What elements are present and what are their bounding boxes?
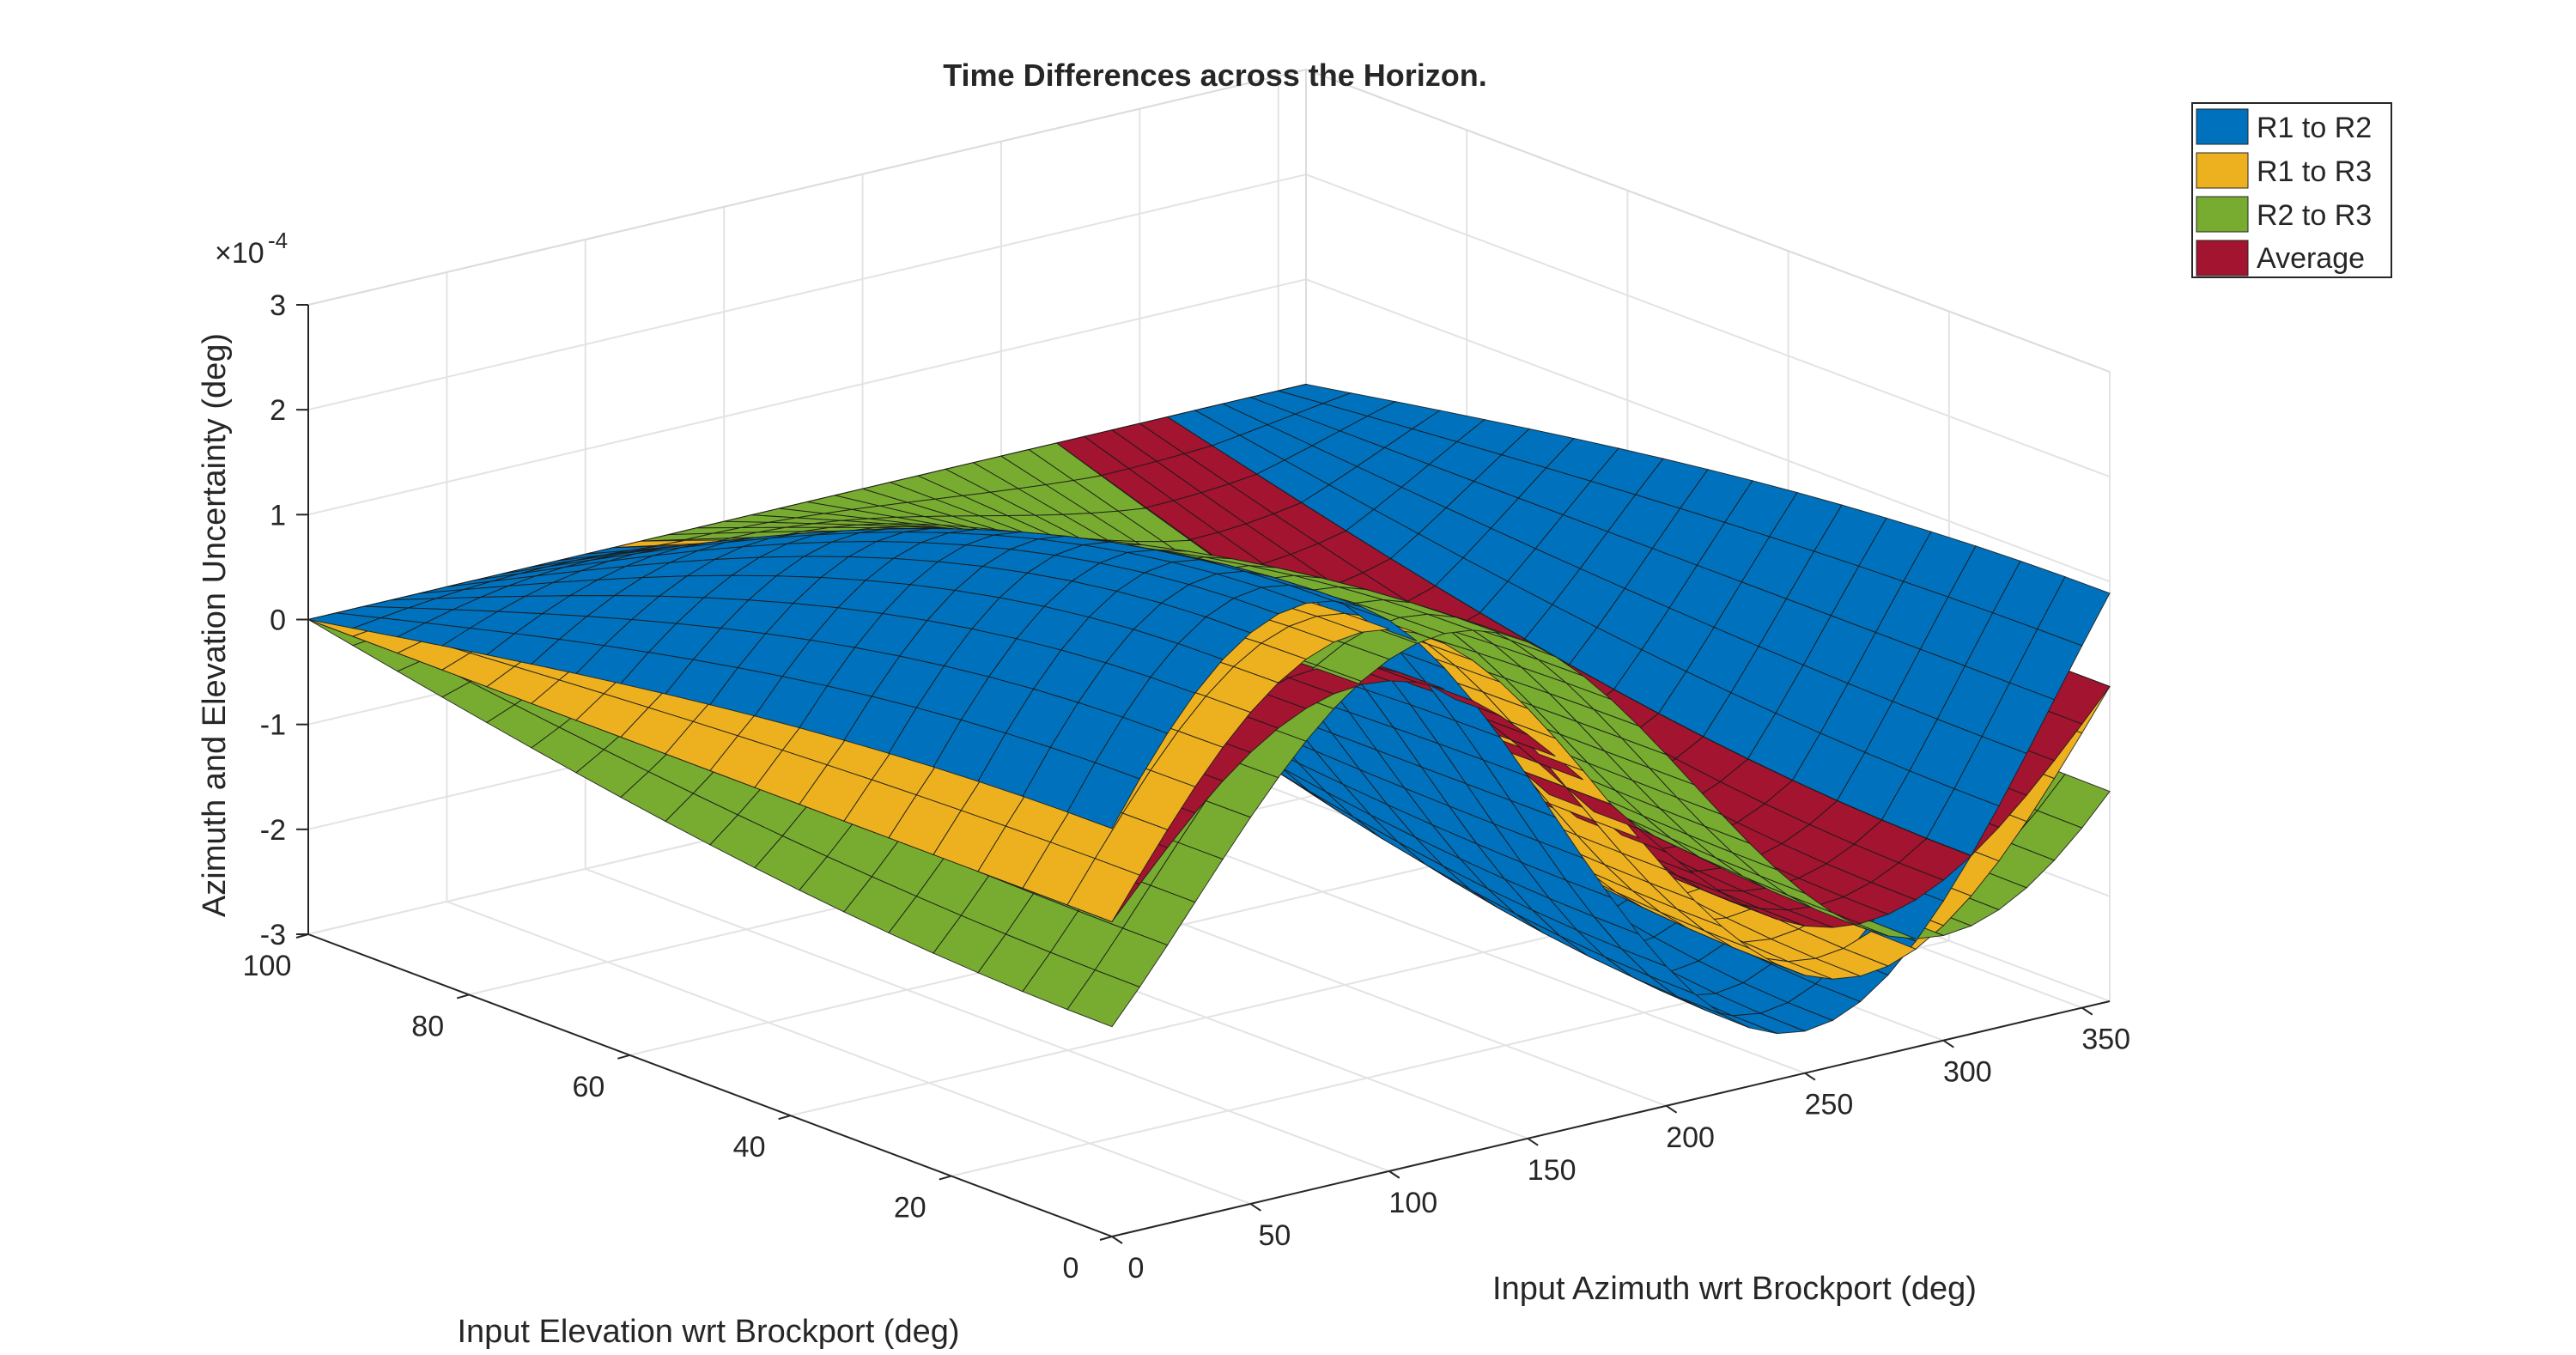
legend: R1 to R2 R1 to R3 R2 to R3 Average: [2191, 102, 2392, 278]
x-tick-label: 50: [1258, 1219, 1291, 1252]
x-tick-mark: [2081, 1006, 2093, 1016]
y-tick-mark: [939, 1175, 952, 1181]
legend-swatch-r1-r3: [2196, 152, 2249, 189]
y-axis-label: Input Elevation wrt Brockport (deg): [457, 1314, 959, 1350]
z-tick-label: 0: [270, 605, 286, 637]
y-tick-label: 20: [894, 1192, 927, 1224]
y-tick-label: 80: [411, 1010, 444, 1042]
y-tick-label: 0: [1063, 1252, 1079, 1285]
y-axis-line: [307, 933, 1113, 1237]
grid-line: [307, 278, 1307, 516]
z-exponent-label: ×10 -4: [215, 228, 288, 270]
grid-line: [307, 173, 1307, 411]
y-tick-mark: [617, 1054, 630, 1060]
x-tick-label: 200: [1666, 1121, 1715, 1154]
legend-label-r1-r2: R1 to R2: [2257, 112, 2372, 144]
x-tick-mark: [1804, 1072, 1816, 1081]
grid-line: [585, 867, 1390, 1172]
x-tick-mark: [1666, 1104, 1678, 1114]
surface-patch-r1-to-r3: [1066, 858, 1141, 923]
x-tick-label: 250: [1805, 1089, 1854, 1121]
z-tick-label: 3: [270, 289, 286, 322]
legend-label-r2-r3: R2 to R3: [2257, 199, 2372, 232]
grid-line: [1305, 173, 2111, 478]
legend-swatch-r1-r2: [2196, 108, 2249, 145]
x-tick-label: 100: [1388, 1187, 1437, 1219]
legend-label-r1-r3: R1 to R3: [2257, 155, 2372, 188]
z-tick-label: -1: [260, 709, 286, 742]
z-exponent-base: ×10: [215, 237, 264, 270]
y-tick-mark: [456, 993, 470, 1000]
y-tick-label: 60: [572, 1071, 605, 1103]
surface-layer: [307, 383, 2111, 1035]
z-tick-label: 1: [270, 499, 286, 532]
box-edge: [307, 69, 1307, 306]
x-axis-line: [1111, 1000, 2111, 1237]
grid-line: [447, 901, 1251, 1205]
legend-label-average: Average: [2257, 242, 2365, 275]
z-tick-label: -2: [260, 814, 286, 847]
legend-swatch-average: [2196, 240, 2249, 276]
grid-line: [1305, 278, 2111, 583]
x-tick-mark: [1249, 1203, 1261, 1212]
surface-patch-r2-to-r3: [1066, 969, 1141, 1028]
chart-title: Time Differences across the Horizon.: [943, 58, 1487, 93]
z-axis-label: Azimuth and Elevation Uncertainty (deg): [197, 333, 233, 917]
x-tick-mark: [1942, 1039, 1954, 1048]
x-tick-label: 300: [1943, 1056, 1992, 1089]
y-tick-label: 100: [243, 950, 292, 982]
x-tick-mark: [1388, 1170, 1400, 1179]
x-tick-label: 150: [1528, 1154, 1577, 1187]
surface-patch-r1-to-r2: [1066, 762, 1141, 829]
legend-swatch-r2-r3: [2196, 196, 2249, 233]
y-tick-label: 40: [733, 1131, 766, 1164]
z-exponent-power: -4: [268, 228, 288, 253]
x-tick-label: 0: [1128, 1252, 1145, 1285]
x-tick-label: 350: [2081, 1024, 2130, 1056]
y-tick-mark: [1099, 1236, 1113, 1241]
box-edge: [1305, 69, 2111, 373]
z-tick-label: 2: [270, 394, 286, 427]
z-tick-label: -3: [260, 919, 286, 951]
y-tick-mark: [778, 1115, 791, 1121]
x-tick-mark: [1111, 1236, 1123, 1244]
x-tick-mark: [1527, 1138, 1539, 1146]
x-axis-label: Input Azimuth wrt Brockport (deg): [1492, 1271, 1977, 1307]
axes: 050100150200250300350020406080100-3-2-10…: [243, 289, 2130, 1285]
